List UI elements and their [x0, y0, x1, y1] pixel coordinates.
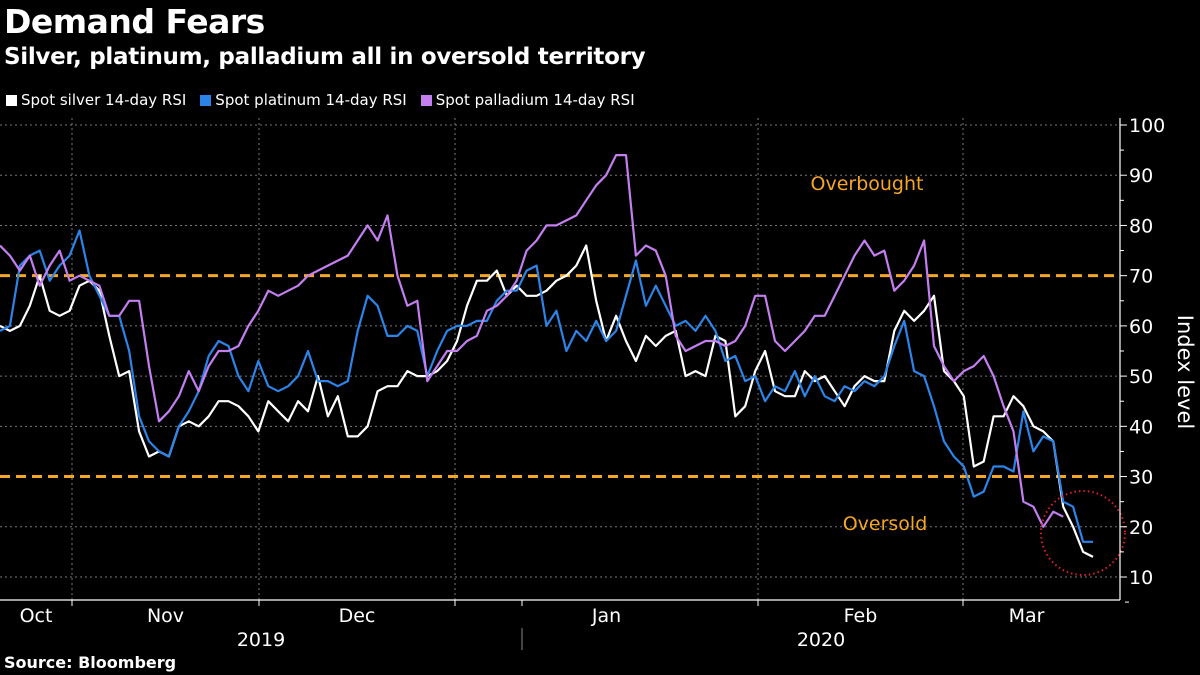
y-tick-label-80: 80 — [1129, 215, 1153, 237]
x-year-label-2019: 2019 — [237, 629, 285, 651]
y-tick-label-20: 20 — [1129, 517, 1153, 539]
legend: Spot silver 14-day RSI Spot platinum 14-… — [6, 91, 649, 109]
y-tick-label-70: 70 — [1129, 266, 1153, 288]
x-month-label-oct: Oct — [20, 605, 53, 627]
series-line-palladium — [0, 154, 1064, 528]
y-tick-label-90: 90 — [1129, 165, 1153, 187]
legend-swatch-silver — [6, 94, 17, 106]
axes: 10 20 30 40 50 60 70 80 90 100 Oct Nov Dec Jan Feb Mar 2… — [0, 115, 1165, 651]
y-tick-label-40: 40 — [1129, 416, 1153, 438]
series-line-silver — [0, 244, 1094, 558]
overbought-label: Overbought — [811, 173, 924, 195]
oversold-label: Oversold — [843, 513, 928, 535]
legend-item-platinum: Spot platinum 14-day RSI — [200, 91, 407, 109]
chart-subtitle: Silver, platinum, palladium all in overs… — [4, 44, 646, 70]
x-year-label-2020: 2020 — [797, 629, 845, 651]
legend-label-silver: Spot silver 14-day RSI — [21, 91, 187, 109]
legend-swatch-platinum — [200, 94, 212, 106]
legend-item-palladium: Spot palladium 14-day RSI — [420, 91, 635, 109]
chart-title: Demand Fears — [4, 2, 265, 41]
x-month-label-jan: Jan — [591, 605, 621, 627]
y-tick-label-10: 10 — [1129, 567, 1153, 589]
source-note: Source: Bloomberg — [4, 653, 177, 672]
reference-lines — [0, 274, 1120, 479]
legend-label-palladium: Spot palladium 14-day RSI — [435, 91, 635, 109]
grid-lines — [0, 118, 1120, 600]
y-tick-label-60: 60 — [1129, 316, 1153, 338]
x-month-label-dec: Dec — [339, 605, 376, 627]
legend-label-platinum: Spot platinum 14-day RSI — [215, 91, 407, 109]
y-tick-label-30: 30 — [1129, 467, 1153, 489]
highlight-circle — [1040, 490, 1126, 576]
legend-swatch-palladium — [420, 94, 432, 106]
y-tick-label-50: 50 — [1129, 366, 1153, 388]
series-lines — [0, 154, 1126, 576]
y-axis-title: Index level — [1173, 315, 1197, 429]
series-line-platinum — [0, 229, 1093, 543]
x-month-label-nov: Nov — [147, 605, 184, 627]
x-month-label-mar: Mar — [1009, 605, 1045, 627]
legend-item-silver: Spot silver 14-day RSI — [6, 91, 186, 109]
y-tick-label-100: 100 — [1129, 115, 1165, 137]
x-month-label-feb: Feb — [844, 605, 878, 627]
